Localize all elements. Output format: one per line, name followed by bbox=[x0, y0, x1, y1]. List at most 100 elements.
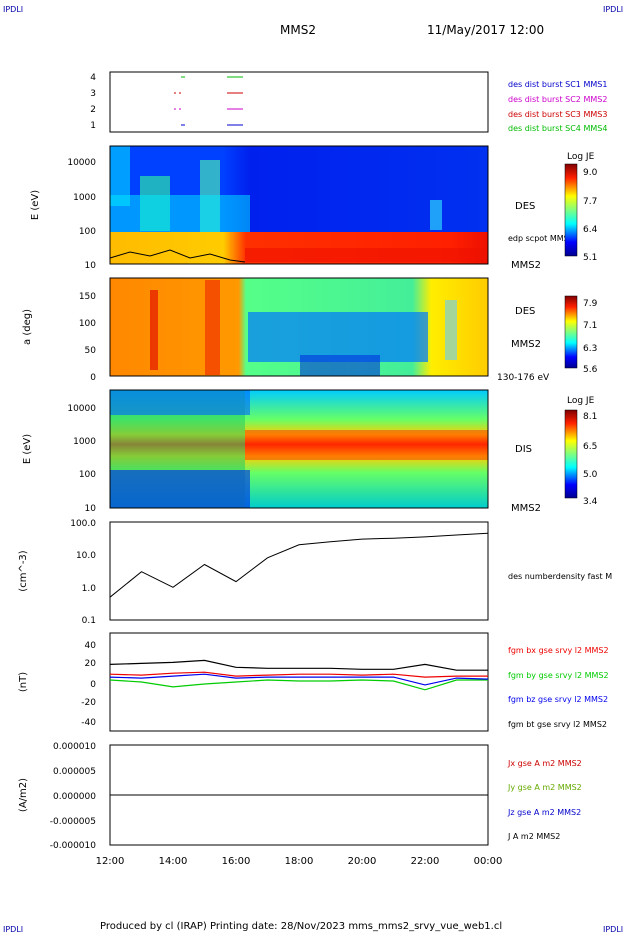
legend-jz: Jz gse A m2 MMS2 bbox=[507, 808, 581, 817]
x-tick-label: 18:00 bbox=[285, 856, 314, 867]
y-axis-label: E (eV) bbox=[22, 434, 33, 464]
y-tick-label: 20 bbox=[85, 659, 97, 669]
y-tick-label: 10 bbox=[85, 261, 97, 271]
x-axis: 12:00 14:00 16:00 18:00 20:00 22:00 00:0… bbox=[96, 856, 503, 867]
legend-mms3: des dist burst SC3 MMS3 bbox=[508, 110, 607, 119]
colorbar-tick: 3.4 bbox=[583, 497, 598, 507]
corner-logo-bottom-left: IPDLI bbox=[3, 925, 23, 934]
legend-jx: Jx gse A m2 MMS2 bbox=[507, 759, 582, 768]
y-axis-label: (cm^-3) bbox=[18, 550, 29, 591]
panel-magnetic-field: 40 20 0 -20 -40 (nT) fgm bx gse srvy l2 … bbox=[18, 632, 609, 732]
header-datetime: 11/May/2017 12:00 bbox=[427, 23, 544, 37]
footer-text: Produced by cl (IRAP) Printing date: 28/… bbox=[100, 921, 502, 932]
corner-logo-top-right: IPDLI bbox=[603, 5, 623, 14]
corner-logo-bottom-right: IPDLI bbox=[603, 925, 623, 934]
colorbar-tick: 5.1 bbox=[583, 253, 597, 263]
legend-mms1: des dist burst SC1 MMS1 bbox=[508, 80, 607, 89]
legend-by: fgm by gse srvy l2 MMS2 bbox=[508, 671, 609, 680]
spacecraft-label: MMS2 bbox=[511, 503, 541, 514]
x-tick-label: 00:00 bbox=[474, 856, 503, 867]
spacecraft-label: MMS2 bbox=[511, 260, 541, 271]
colorbar-tick: 7.1 bbox=[583, 321, 597, 331]
x-tick-label: 22:00 bbox=[411, 856, 440, 867]
colorbar-tick: 7.7 bbox=[583, 197, 597, 207]
x-tick-label: 12:00 bbox=[96, 856, 125, 867]
overlay-label: edp scpot MMS2 bbox=[508, 234, 574, 243]
x-tick-label: 14:00 bbox=[159, 856, 188, 867]
colorbar bbox=[564, 163, 578, 257]
y-axis-label: a (deg) bbox=[22, 309, 33, 345]
colorbar-tick: 5.0 bbox=[583, 470, 598, 480]
corner-logo-top-left: IPDLI bbox=[3, 5, 23, 14]
y-tick-label: 0 bbox=[90, 680, 96, 690]
y-tick-label: 100 bbox=[79, 227, 96, 237]
bfield-series-line bbox=[109, 671, 488, 678]
energy-range-label: 130-176 eV bbox=[497, 373, 550, 383]
y-tick-label: 10000 bbox=[67, 404, 96, 414]
panel-des-pitch-angle: 150 100 50 0 a (deg) DES MMS2 130-176 eV… bbox=[22, 277, 598, 383]
y-tick-label: 0.000000 bbox=[53, 792, 96, 802]
y-tick-label: 1000 bbox=[73, 193, 96, 203]
bfield-series-line bbox=[109, 679, 488, 691]
colorbar-tick: 6.5 bbox=[583, 442, 597, 452]
density-lines bbox=[109, 532, 489, 598]
panel-dis-energy-spectrogram: 10000 1000 100 10 E (eV) DIS MMS2 Log JE… bbox=[22, 389, 598, 514]
panel-density: 100.0 10.0 1.0 0.1 (cm^-3) des numberden… bbox=[18, 519, 612, 626]
y-axis-label: E (eV) bbox=[30, 190, 41, 220]
instrument-label: DES bbox=[515, 201, 535, 212]
bfield-series-line bbox=[109, 659, 488, 671]
panel-burst-availability: 4 3 2 1 des dist burst SC1 MMS1 des dist… bbox=[90, 71, 607, 133]
scpot-trace bbox=[109, 249, 246, 263]
y-tick-label: -40 bbox=[81, 718, 96, 728]
colorbar-tick: 6.3 bbox=[583, 344, 597, 354]
instrument-label: DES bbox=[515, 306, 535, 317]
y-tick-label: 0.000010 bbox=[53, 742, 96, 752]
bfield-series-line bbox=[109, 673, 489, 686]
legend-bt: fgm bt gse srvy l2 MMS2 bbox=[508, 720, 607, 729]
y-tick-label: 10000 bbox=[67, 158, 96, 168]
colorbar-title: Log JE bbox=[567, 396, 595, 406]
colorbar bbox=[564, 295, 578, 369]
legend-jy: Jy gse A m2 MMS2 bbox=[507, 783, 582, 792]
density-legend: des numberdensity fast M bbox=[508, 572, 612, 581]
colorbar-tick: 9.0 bbox=[583, 168, 598, 178]
y-tick-label: 40 bbox=[85, 641, 97, 651]
x-tick-label: 16:00 bbox=[222, 856, 251, 867]
panel-current-density: 0.000010 0.000005 0.000000 -0.000005 -0.… bbox=[18, 742, 582, 851]
legend-bz: fgm bz gse srvy l2 MMS2 bbox=[508, 695, 608, 704]
y-tick-label: 1.0 bbox=[82, 584, 97, 594]
y-tick-label: 150 bbox=[79, 292, 96, 302]
y-axis-label: (A/m2) bbox=[18, 778, 29, 812]
colorbar-tick: 6.4 bbox=[583, 225, 598, 235]
y-tick-label: -20 bbox=[81, 698, 96, 708]
y-tick-label: 0.1 bbox=[82, 616, 96, 626]
legend-bx: fgm bx gse srvy l2 MMS2 bbox=[508, 646, 609, 655]
colorbar-tick: 8.1 bbox=[583, 412, 597, 422]
y-tick-label: 10.0 bbox=[76, 551, 96, 561]
header-spacecraft: MMS2 bbox=[280, 23, 316, 37]
y-tick-label: 4 bbox=[90, 73, 96, 83]
y-tick-label: 0.000005 bbox=[53, 767, 96, 777]
y-tick-label: -0.000005 bbox=[50, 817, 96, 827]
colorbar-tick: 5.6 bbox=[583, 365, 598, 375]
y-tick-label: 100 bbox=[79, 470, 96, 480]
y-tick-label: 1000 bbox=[73, 437, 96, 447]
legend-j: J A m2 MMS2 bbox=[507, 832, 560, 841]
y-tick-label: 100.0 bbox=[70, 519, 96, 529]
y-axis-label: (nT) bbox=[18, 672, 29, 692]
y-tick-label: 1 bbox=[90, 121, 96, 131]
y-tick-label: -0.000010 bbox=[50, 841, 96, 851]
y-tick-label: 2 bbox=[90, 105, 96, 115]
y-tick-label: 3 bbox=[90, 89, 96, 99]
panel-des-energy-spectrogram: 10000 1000 100 10 E (eV) DES edp scpot M… bbox=[30, 145, 598, 271]
colorbar-tick: 7.9 bbox=[583, 299, 598, 309]
y-tick-label: 100 bbox=[79, 319, 96, 329]
density-series-line bbox=[109, 532, 489, 598]
y-tick-label: 0 bbox=[90, 373, 96, 383]
colorbar-title: Log JE bbox=[567, 152, 595, 162]
y-tick-label: 10 bbox=[85, 504, 97, 514]
spacecraft-label: MMS2 bbox=[511, 339, 541, 350]
legend-mms2: des dist burst SC2 MMS2 bbox=[508, 95, 607, 104]
instrument-label: DIS bbox=[515, 444, 532, 455]
